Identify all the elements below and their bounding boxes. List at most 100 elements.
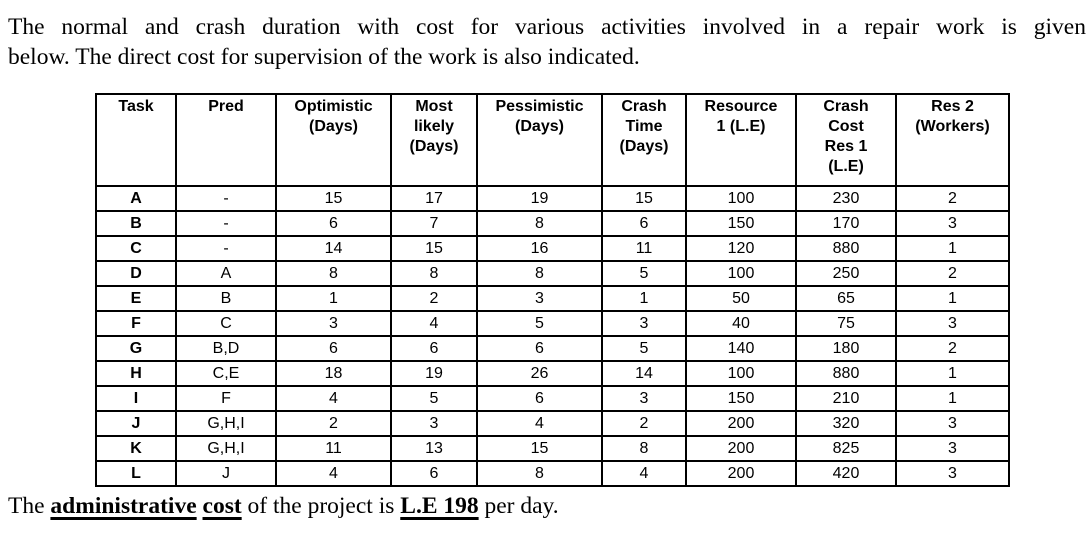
- column-header-resource1: Resource 1 (L.E): [685, 93, 797, 187]
- cell-G-task: G: [95, 335, 177, 362]
- table-body: A -15 17 19 15 100 230 2 B -6 7 8 6 150 170 3 C -14 15 16 11…: [95, 185, 1010, 487]
- cell-J-pred: G,H,I: [175, 410, 277, 437]
- cell-B-optimistic: 6: [275, 210, 392, 237]
- cell-G-pessimistic: 6: [476, 335, 603, 362]
- cell-B-res2: 3: [895, 210, 1010, 237]
- cell-F-res2: 3: [895, 310, 1010, 337]
- footer-emphasis: administrative: [50, 493, 197, 519]
- cell-H-res2: 1: [895, 360, 1010, 387]
- cell-L-crash_cost: 420: [795, 460, 897, 487]
- cell-D-crash_time: 5: [601, 260, 687, 287]
- cell-B-crash_cost: 170: [795, 210, 897, 237]
- cell-L-most_likely: 6: [390, 460, 478, 487]
- footer-emphasis: cost: [202, 493, 242, 519]
- cell-K-res2: 3: [895, 435, 1010, 462]
- column-header-res2: Res 2 (Workers): [895, 93, 1010, 187]
- cell-K-pessimistic: 15: [476, 435, 603, 462]
- cell-I-most_likely: 5: [390, 385, 478, 412]
- table-row-I: I F 4 5 6 3 150 210 1: [95, 385, 1010, 412]
- cell-H-optimistic: 18: [275, 360, 392, 387]
- cell-L-pessimistic: 8: [476, 460, 603, 487]
- cell-I-crash_cost: 210: [795, 385, 897, 412]
- table-row-H: H C,E 18 19 26 14 100 880 1: [95, 360, 1010, 387]
- cell-L-task: L: [95, 460, 177, 487]
- cell-K-task: K: [95, 435, 177, 462]
- cell-I-optimistic: 4: [275, 385, 392, 412]
- cell-C-most_likely: 15: [390, 235, 478, 262]
- cell-D-pessimistic: 8: [476, 260, 603, 287]
- cell-H-most_likely: 19: [390, 360, 478, 387]
- activity-table: Task Pred Optimistic (Days) Most likely (Da…: [95, 93, 1010, 487]
- cell-F-pred: C: [175, 310, 277, 337]
- footer-paragraph: The administrative cost of the project i…: [8, 491, 1086, 521]
- cell-L-optimistic: 4: [275, 460, 392, 487]
- cell-C-optimistic: 14: [275, 235, 392, 262]
- cell-C-pred: -: [175, 235, 277, 262]
- cell-I-pessimistic: 6: [476, 385, 603, 412]
- cell-E-pred: B: [175, 285, 277, 312]
- cell-C-resource1: 120: [685, 235, 797, 262]
- cell-I-resource1: 150: [685, 385, 797, 412]
- cell-D-task: D: [95, 260, 177, 287]
- cell-K-crash_time: 8: [601, 435, 687, 462]
- cell-F-resource1: 40: [685, 310, 797, 337]
- cell-F-optimistic: 3: [275, 310, 392, 337]
- column-header-crash_time: Crash Time (Days): [601, 93, 687, 187]
- cell-C-crash_time: 11: [601, 235, 687, 262]
- table-row-C: C -14 15 16 11 120 880 1: [95, 235, 1010, 262]
- cell-A-res2: 2: [895, 185, 1010, 212]
- cell-G-resource1: 140: [685, 335, 797, 362]
- cell-E-res2: 1: [895, 285, 1010, 312]
- cell-H-pred: C,E: [175, 360, 277, 387]
- footer-text: of the project is: [241, 493, 401, 519]
- intro-line: The normal and crash duration with cost …: [8, 14, 1086, 40]
- cell-B-task: B: [95, 210, 177, 237]
- cell-C-task: C: [95, 235, 177, 262]
- cell-A-task: A: [95, 185, 177, 212]
- table-row-G: G B,D 6 6 6 5 140 180 2: [95, 335, 1010, 362]
- column-header-pessimistic: Pessimistic (Days): [476, 93, 603, 187]
- footer-text: The: [8, 493, 51, 519]
- cell-F-most_likely: 4: [390, 310, 478, 337]
- cell-L-crash_time: 4: [601, 460, 687, 487]
- cell-H-pessimistic: 26: [476, 360, 603, 387]
- cell-D-optimistic: 8: [275, 260, 392, 287]
- cell-D-most_likely: 8: [390, 260, 478, 287]
- table-row-E: E B 1 2 3 1 50 65 1: [95, 285, 1010, 312]
- column-header-pred: Pred: [175, 93, 277, 187]
- cell-D-res2: 2: [895, 260, 1010, 287]
- cell-E-most_likely: 2: [390, 285, 478, 312]
- cell-J-resource1: 200: [685, 410, 797, 437]
- header-row: Task Pred Optimistic (Days) Most likely (Da…: [95, 93, 1010, 187]
- table-row-K: K G,H,I 11 13 15 8 200 825 3: [95, 435, 1010, 462]
- cell-G-optimistic: 6: [275, 335, 392, 362]
- cell-B-crash_time: 6: [601, 210, 687, 237]
- table-row-F: F C 3 4 5 3 40 75 3: [95, 310, 1010, 337]
- cell-G-res2: 2: [895, 335, 1010, 362]
- cell-I-task: I: [95, 385, 177, 412]
- cell-K-most_likely: 13: [390, 435, 478, 462]
- intro-line: below. The direct cost for supervision o…: [8, 44, 640, 70]
- cell-I-pred: F: [175, 385, 277, 412]
- cell-I-res2: 1: [895, 385, 1010, 412]
- cell-A-optimistic: 15: [275, 185, 392, 212]
- table-row-J: J G,H,I 2 3 4 2 200 320 3: [95, 410, 1010, 437]
- column-header-most_likely: Most likely (Days): [390, 93, 478, 187]
- table-row-D: D A 8 8 8 5 100 250 2: [95, 260, 1010, 287]
- cell-F-crash_cost: 75: [795, 310, 897, 337]
- cell-K-optimistic: 11: [275, 435, 392, 462]
- cell-F-crash_time: 3: [601, 310, 687, 337]
- cell-C-res2: 1: [895, 235, 1010, 262]
- intro-paragraph: The normal and crash duration with cost …: [8, 12, 1086, 72]
- cell-L-res2: 3: [895, 460, 1010, 487]
- cell-B-most_likely: 7: [390, 210, 478, 237]
- cell-C-crash_cost: 880: [795, 235, 897, 262]
- cell-H-crash_cost: 880: [795, 360, 897, 387]
- cell-H-crash_time: 14: [601, 360, 687, 387]
- cell-L-resource1: 200: [685, 460, 797, 487]
- cell-F-pessimistic: 5: [476, 310, 603, 337]
- cell-D-pred: A: [175, 260, 277, 287]
- cell-A-pred: -: [175, 185, 277, 212]
- cell-J-optimistic: 2: [275, 410, 392, 437]
- column-header-optimistic: Optimistic (Days): [275, 93, 392, 187]
